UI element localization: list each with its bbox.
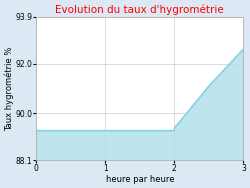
X-axis label: heure par heure: heure par heure xyxy=(106,175,174,184)
Y-axis label: Taux hygrométrie %: Taux hygrométrie % xyxy=(4,46,14,131)
Title: Evolution du taux d'hygrométrie: Evolution du taux d'hygrométrie xyxy=(56,4,224,15)
